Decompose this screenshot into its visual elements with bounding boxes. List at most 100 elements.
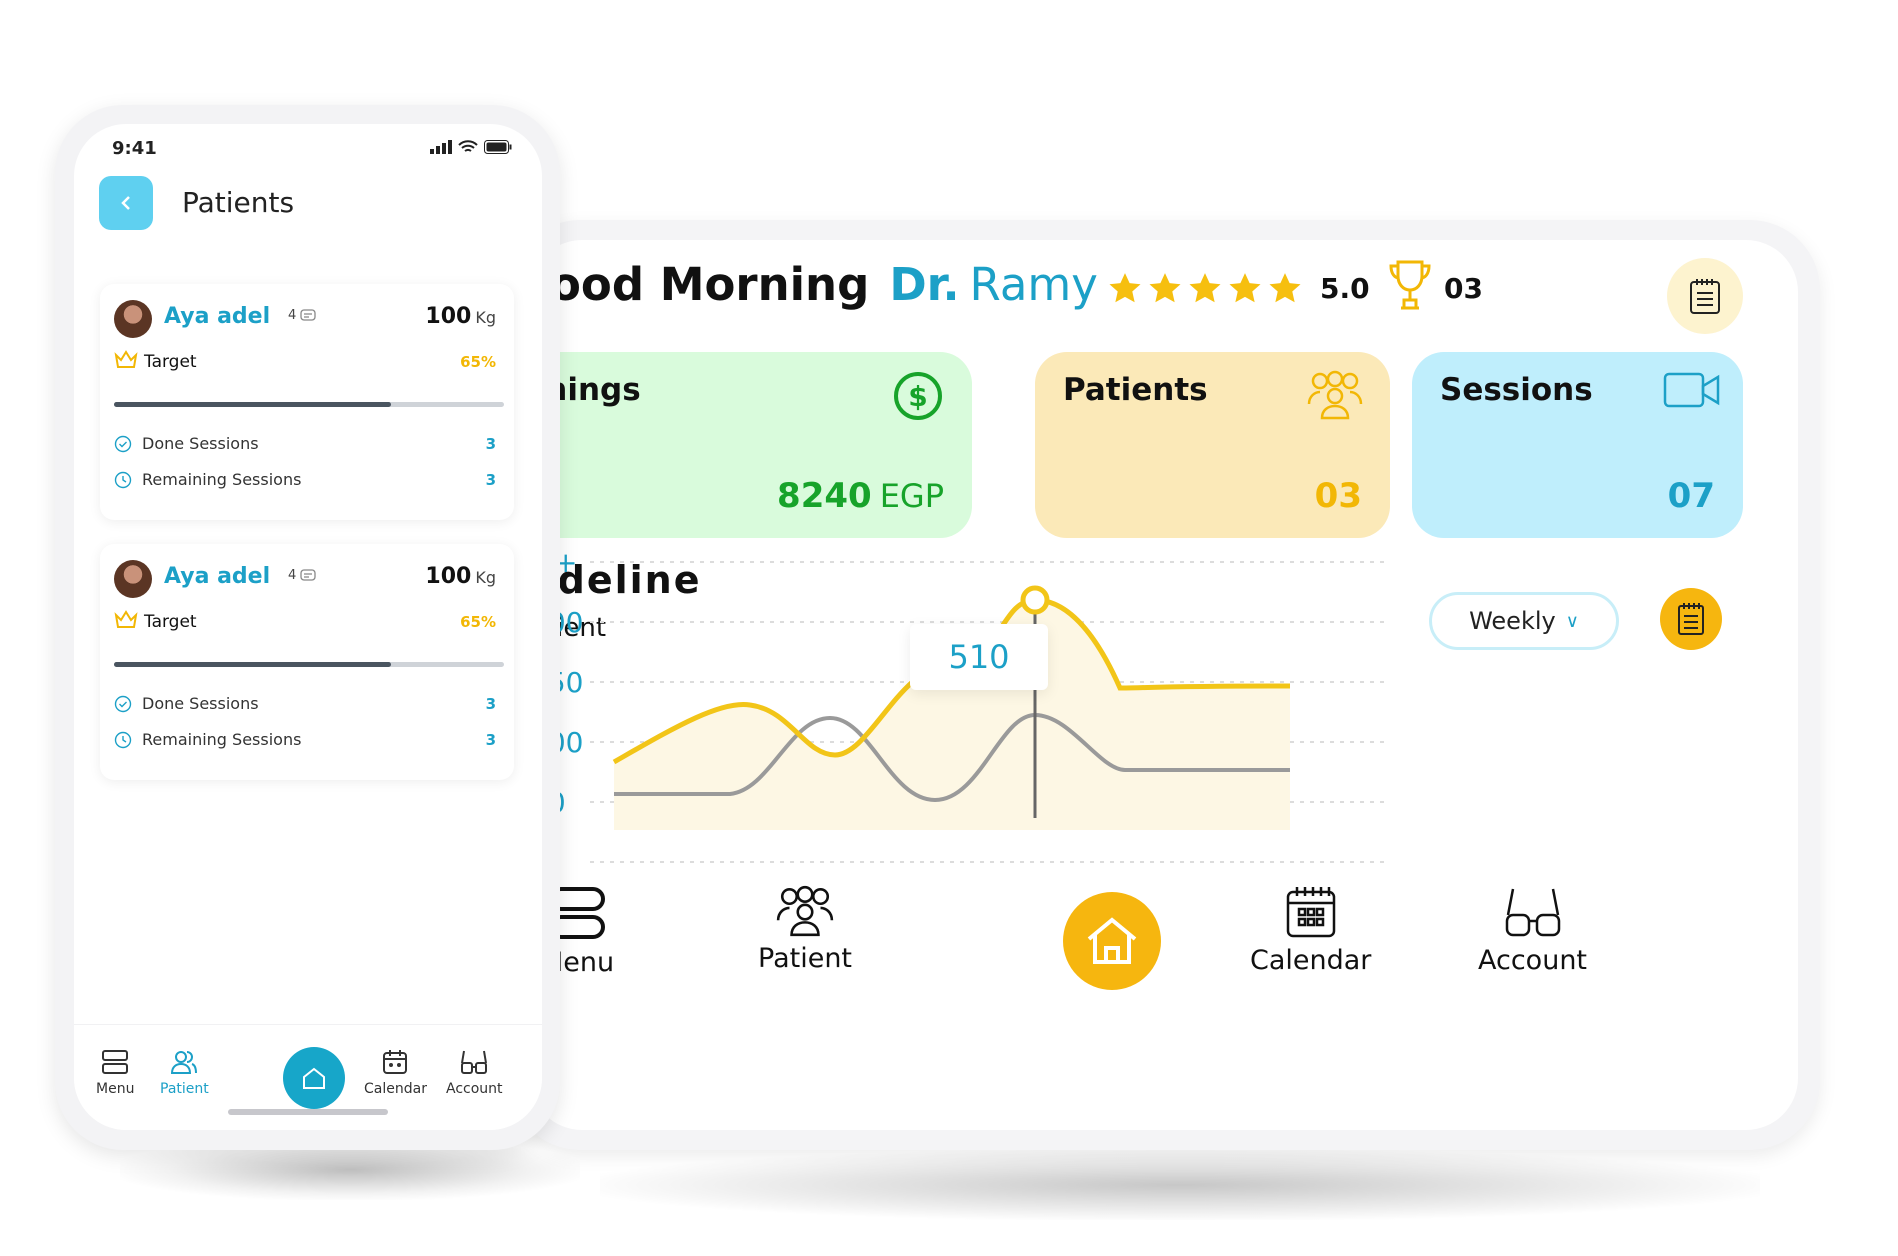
line-chart (590, 561, 1390, 863)
notes-button[interactable] (1667, 258, 1743, 334)
done-sessions-label: Done Sessions (142, 434, 259, 453)
remaining-sessions-value: 3 (485, 471, 496, 489)
target-percent: 65% (460, 353, 496, 371)
period-dropdown-value: Weekly (1469, 607, 1556, 635)
star-icon (1109, 273, 1141, 303)
sessions-card-title: Sessions (1440, 372, 1593, 408)
avatar (114, 300, 152, 338)
done-sessions-row: Done Sessions (114, 694, 259, 713)
star-icon (1189, 273, 1221, 303)
phone-nav-account[interactable]: Account (446, 1049, 503, 1097)
calendar-icon (1286, 887, 1335, 938)
period-dropdown[interactable]: Weekly ∨ (1429, 592, 1619, 650)
chat-icon (300, 308, 316, 321)
chevron-down-icon: ∨ (1565, 610, 1579, 632)
message-count: 4 (288, 568, 316, 583)
area-fill (614, 600, 1290, 830)
patients-count: 03 (1314, 476, 1362, 516)
done-sessions-label: Done Sessions (142, 694, 259, 713)
phone-nav-label-account: Account (446, 1081, 503, 1097)
weight-unit: Kg (475, 568, 496, 587)
status-time: 9:41 (112, 138, 157, 159)
progress-fill (114, 662, 391, 667)
crown-icon (114, 610, 138, 630)
notepad-icon (1690, 279, 1720, 314)
report-button[interactable] (1660, 588, 1722, 650)
remaining-sessions-label: Remaining Sessions (142, 730, 302, 749)
group-icon (776, 885, 834, 937)
earnings-unit: EGP (879, 477, 944, 515)
earnings-amount: 8240 (777, 476, 872, 516)
chat-icon (300, 568, 316, 581)
greeting: ood Morning Dr. Ramy (550, 258, 1098, 311)
phone-nav-label-menu: Menu (96, 1081, 135, 1097)
patient-name: Aya adel (164, 564, 271, 589)
hover-point[interactable] (1020, 585, 1050, 615)
video-camera-icon (1663, 370, 1721, 410)
avatar (114, 560, 152, 598)
phone-nav-label-patient: Patient (160, 1081, 209, 1097)
tablet-shadow (600, 1150, 1760, 1220)
check-circle-icon (114, 695, 132, 712)
patient-weight-value: 100 (425, 564, 472, 589)
patients-card[interactable]: Patients 03 (1035, 352, 1390, 538)
target-label: Target (144, 612, 197, 632)
star-icon (1269, 273, 1301, 303)
message-count: 4 (288, 308, 316, 323)
patient-card[interactable]: Aya adel 4 100 Kg Target 65% Done Session… (100, 544, 514, 780)
svg-text:$: $ (908, 380, 927, 413)
notepad-icon (1678, 603, 1704, 635)
doctor-name: Ramy (969, 258, 1098, 311)
remaining-sessions-label: Remaining Sessions (142, 470, 302, 489)
phone-nav-patient[interactable]: Patient (160, 1049, 209, 1097)
tablet-nav-patient[interactable]: Patient (758, 885, 852, 974)
nav-label-account: Account (1478, 945, 1588, 976)
remaining-sessions-value: 3 (485, 731, 496, 749)
clock-icon (114, 731, 132, 748)
star-icon (1149, 273, 1181, 303)
tablet-nav-account[interactable]: Account (1478, 885, 1587, 976)
home-indicator (228, 1109, 388, 1115)
phone-nav-menu[interactable]: Menu (96, 1049, 134, 1097)
patient-weight: 100 Kg (425, 564, 496, 589)
phone-nav-label-calendar: Calendar (364, 1081, 427, 1097)
phone-shadow (120, 1140, 580, 1200)
status-icons (430, 140, 512, 154)
clock-icon (114, 471, 132, 488)
tablet-nav-calendar[interactable]: Calendar (1250, 885, 1371, 976)
target-progress-bar (114, 662, 504, 667)
phone-nav-calendar[interactable]: Calendar (364, 1049, 427, 1097)
done-sessions-value: 3 (485, 435, 496, 453)
home-icon (1087, 917, 1137, 964)
sessions-card[interactable]: Sessions 07 (1412, 352, 1743, 538)
chevron-left-icon (121, 196, 130, 210)
trophy-icon (1388, 258, 1432, 314)
tablet-nav-home[interactable] (1063, 892, 1161, 990)
message-count-value: 4 (288, 308, 297, 323)
home-icon (303, 1067, 325, 1089)
battery-icon (484, 140, 512, 154)
target-progress-bar (114, 402, 504, 407)
phone-nav-home[interactable] (283, 1047, 345, 1109)
page-title: Patients (182, 186, 295, 219)
glasses-icon (1505, 888, 1560, 937)
back-button[interactable] (99, 176, 153, 230)
target-percent: 65% (460, 613, 496, 631)
greeting-text: ood Morning (550, 258, 870, 311)
message-count-value: 4 (288, 568, 297, 583)
doctor-prefix: Dr. (889, 258, 960, 311)
earnings-value: 8240 EGP (777, 476, 944, 516)
nav-label-calendar: Calendar (1250, 945, 1372, 976)
calendar-icon (383, 1050, 408, 1074)
nav-label-patient: Patient (758, 943, 853, 974)
patient-name: Aya adel (164, 304, 271, 329)
series-line-gray (614, 712, 1290, 803)
patients-card-title: Patients (1063, 372, 1208, 408)
patient-weight: 100 Kg (425, 304, 496, 329)
phone-screen: 9:41 Patients Aya adel 4 100 Kg Target 65… (74, 124, 542, 1130)
dollar-icon: $ (892, 370, 944, 422)
wifi-icon (458, 140, 478, 152)
remaining-sessions-row: Remaining Sessions (114, 730, 301, 749)
patient-card[interactable]: Aya adel 4 100 Kg Target 65% Done Session… (100, 284, 514, 520)
trophy-count: 03 (1444, 272, 1483, 305)
